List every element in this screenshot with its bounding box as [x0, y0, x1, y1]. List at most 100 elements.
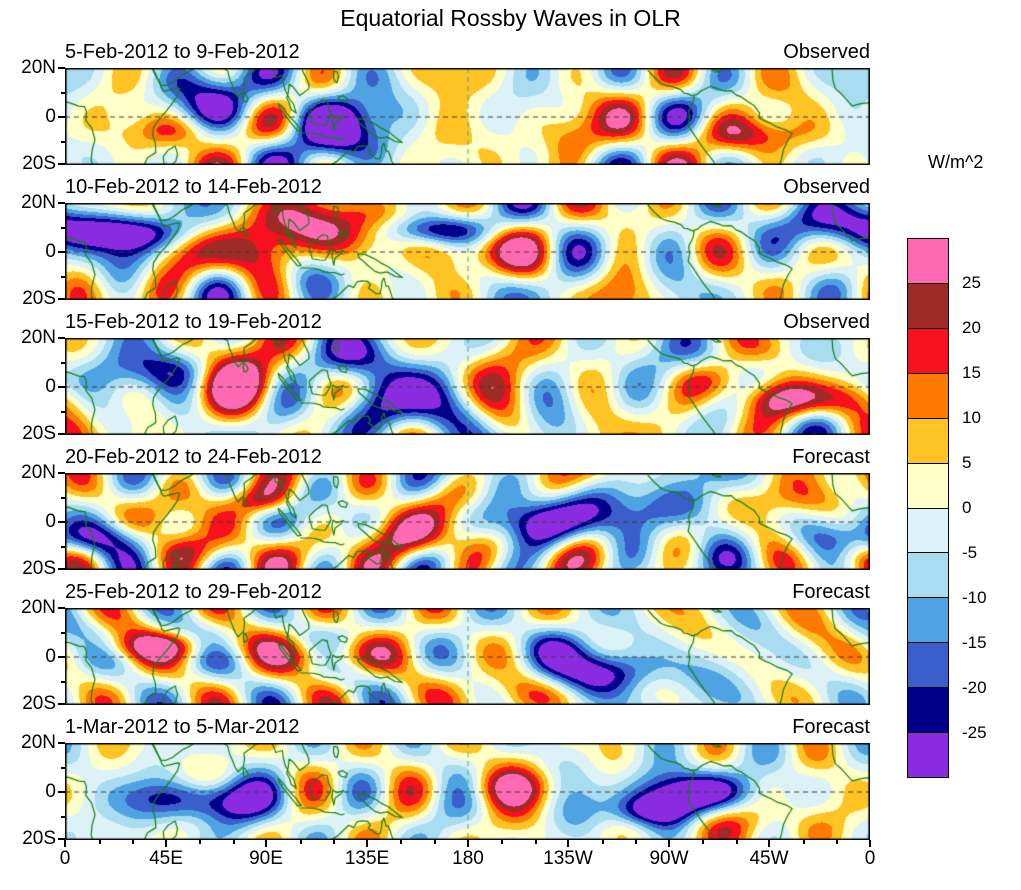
- y-axis-tick-label: 20N: [21, 597, 56, 618]
- y-axis-tick-label: 0: [45, 646, 56, 667]
- colorbar-tick-label: 10: [962, 408, 981, 427]
- x-axis-minor-tick: [602, 840, 604, 844]
- x-axis-minor-tick: [300, 840, 302, 844]
- y-axis-tick: [58, 251, 65, 253]
- y-axis-tick: [58, 298, 65, 300]
- y-axis-tick: [58, 202, 65, 204]
- y-axis-tick-label: 0: [45, 241, 56, 262]
- y-axis-tick: [58, 337, 65, 339]
- x-axis-minor-tick: [199, 840, 201, 844]
- y-axis-tick-label: 20N: [21, 462, 56, 483]
- x-axis-minor-tick: [333, 840, 335, 844]
- x-axis-minor-tick: [736, 840, 738, 844]
- y-axis-tick-label: 20S: [22, 828, 56, 849]
- colorbar-tick-label: -25: [962, 723, 987, 742]
- x-axis-tick: [165, 840, 167, 847]
- chart-title: Equatorial Rossby Waves in OLR: [340, 5, 681, 31]
- y-axis-tick: [58, 433, 65, 435]
- colorbar-segment: [908, 328, 948, 374]
- y-axis-minor-tick: [61, 227, 65, 229]
- colorbar-segment: [908, 283, 948, 329]
- y-axis-tick-label: 20N: [21, 57, 56, 78]
- y-axis-minor-tick: [61, 411, 65, 413]
- x-axis-tick-label: 0: [864, 848, 876, 869]
- y-axis-tick: [58, 703, 65, 705]
- x-axis-tick-label: 180: [452, 848, 484, 869]
- y-axis-minor-tick: [61, 276, 65, 278]
- panel-period-label: 20-Feb-2012 to 24-Feb-2012: [65, 446, 322, 468]
- panel-map-canvas: [65, 68, 870, 165]
- y-axis-minor-tick: [61, 632, 65, 634]
- colorbar-segment: [908, 643, 948, 689]
- colorbar-segment: [908, 418, 948, 464]
- y-axis-minor-tick: [61, 362, 65, 364]
- x-axis-tick-label: 45E: [149, 848, 183, 869]
- y-axis-minor-tick: [61, 681, 65, 683]
- colorbar-segment: [908, 733, 948, 778]
- x-axis-tick: [64, 840, 66, 847]
- y-axis-tick-label: 20N: [21, 192, 56, 213]
- y-axis-tick: [58, 386, 65, 388]
- panel-map-canvas: [65, 338, 870, 435]
- x-axis-tick: [768, 840, 770, 847]
- x-axis-minor-tick: [836, 840, 838, 844]
- x-axis-minor-tick: [635, 840, 637, 844]
- colorbar-tick-label: -5: [962, 543, 978, 562]
- x-axis-tick: [567, 840, 569, 847]
- y-axis-tick: [58, 838, 65, 840]
- panel-source-label: Observed: [783, 41, 870, 63]
- x-axis-minor-tick: [434, 840, 436, 844]
- colorbar-segment: [908, 463, 948, 509]
- x-axis-tick-label: 90E: [249, 848, 283, 869]
- y-axis-minor-tick: [61, 497, 65, 499]
- y-axis-tick-label: 20N: [21, 732, 56, 753]
- panel-period-label: 10-Feb-2012 to 14-Feb-2012: [65, 176, 322, 198]
- y-axis-minor-tick: [61, 546, 65, 548]
- y-axis-tick: [58, 656, 65, 658]
- colorbar-segment: [908, 373, 948, 419]
- colorbar-tick-label: -20: [962, 678, 987, 697]
- panel-subtitle: 5-Feb-2012 to 9-Feb-2012 Observed: [65, 41, 870, 65]
- x-axis-tick-label: 90W: [649, 848, 689, 869]
- y-axis-tick: [58, 163, 65, 165]
- panel-period-label: 1-Mar-2012 to 5-Mar-2012: [65, 716, 300, 738]
- y-axis-tick: [58, 742, 65, 744]
- y-axis-tick: [58, 791, 65, 793]
- y-axis-tick: [58, 568, 65, 570]
- y-axis-tick: [58, 521, 65, 523]
- panel-map-canvas: [65, 203, 870, 300]
- colorbar: [907, 238, 949, 778]
- panel-period-label: 5-Feb-2012 to 9-Feb-2012: [65, 41, 300, 63]
- colorbar-tick-label: 20: [962, 318, 981, 337]
- y-axis-minor-tick: [61, 141, 65, 143]
- panel-subtitle: 1-Mar-2012 to 5-Mar-2012 Forecast: [65, 716, 870, 740]
- y-axis-minor-tick: [61, 92, 65, 94]
- panel-map-canvas: [65, 473, 870, 570]
- x-axis-minor-tick: [501, 840, 503, 844]
- y-axis-minor-tick: [61, 767, 65, 769]
- x-axis-tick-label: 135E: [344, 848, 390, 869]
- y-axis-tick-label: 20S: [22, 288, 56, 309]
- x-axis-minor-tick: [132, 840, 134, 844]
- x-axis-tick-label: 0: [59, 848, 71, 869]
- x-axis-minor-tick: [803, 840, 805, 844]
- x-axis-minor-tick: [535, 840, 537, 844]
- panel-source-label: Forecast: [792, 716, 870, 738]
- x-axis-tick: [869, 840, 871, 847]
- x-axis-tick: [366, 840, 368, 847]
- panel-source-label: Forecast: [792, 446, 870, 468]
- y-axis-tick-label: 0: [45, 106, 56, 127]
- y-axis-tick: [58, 116, 65, 118]
- panel-source-label: Forecast: [792, 581, 870, 603]
- panel-subtitle: 15-Feb-2012 to 19-Feb-2012 Observed: [65, 311, 870, 335]
- y-axis-tick-label: 20N: [21, 327, 56, 348]
- y-axis-tick-label: 20S: [22, 558, 56, 579]
- panel-map-canvas: [65, 608, 870, 705]
- y-axis-tick-label: 20S: [22, 153, 56, 174]
- x-axis-tick: [668, 840, 670, 847]
- y-axis-tick-label: 0: [45, 376, 56, 397]
- x-axis-tick-label: 135W: [543, 848, 593, 869]
- colorbar-tick-label: 5: [962, 453, 972, 472]
- x-axis-tick: [467, 840, 469, 847]
- y-axis-tick-label: 20S: [22, 423, 56, 444]
